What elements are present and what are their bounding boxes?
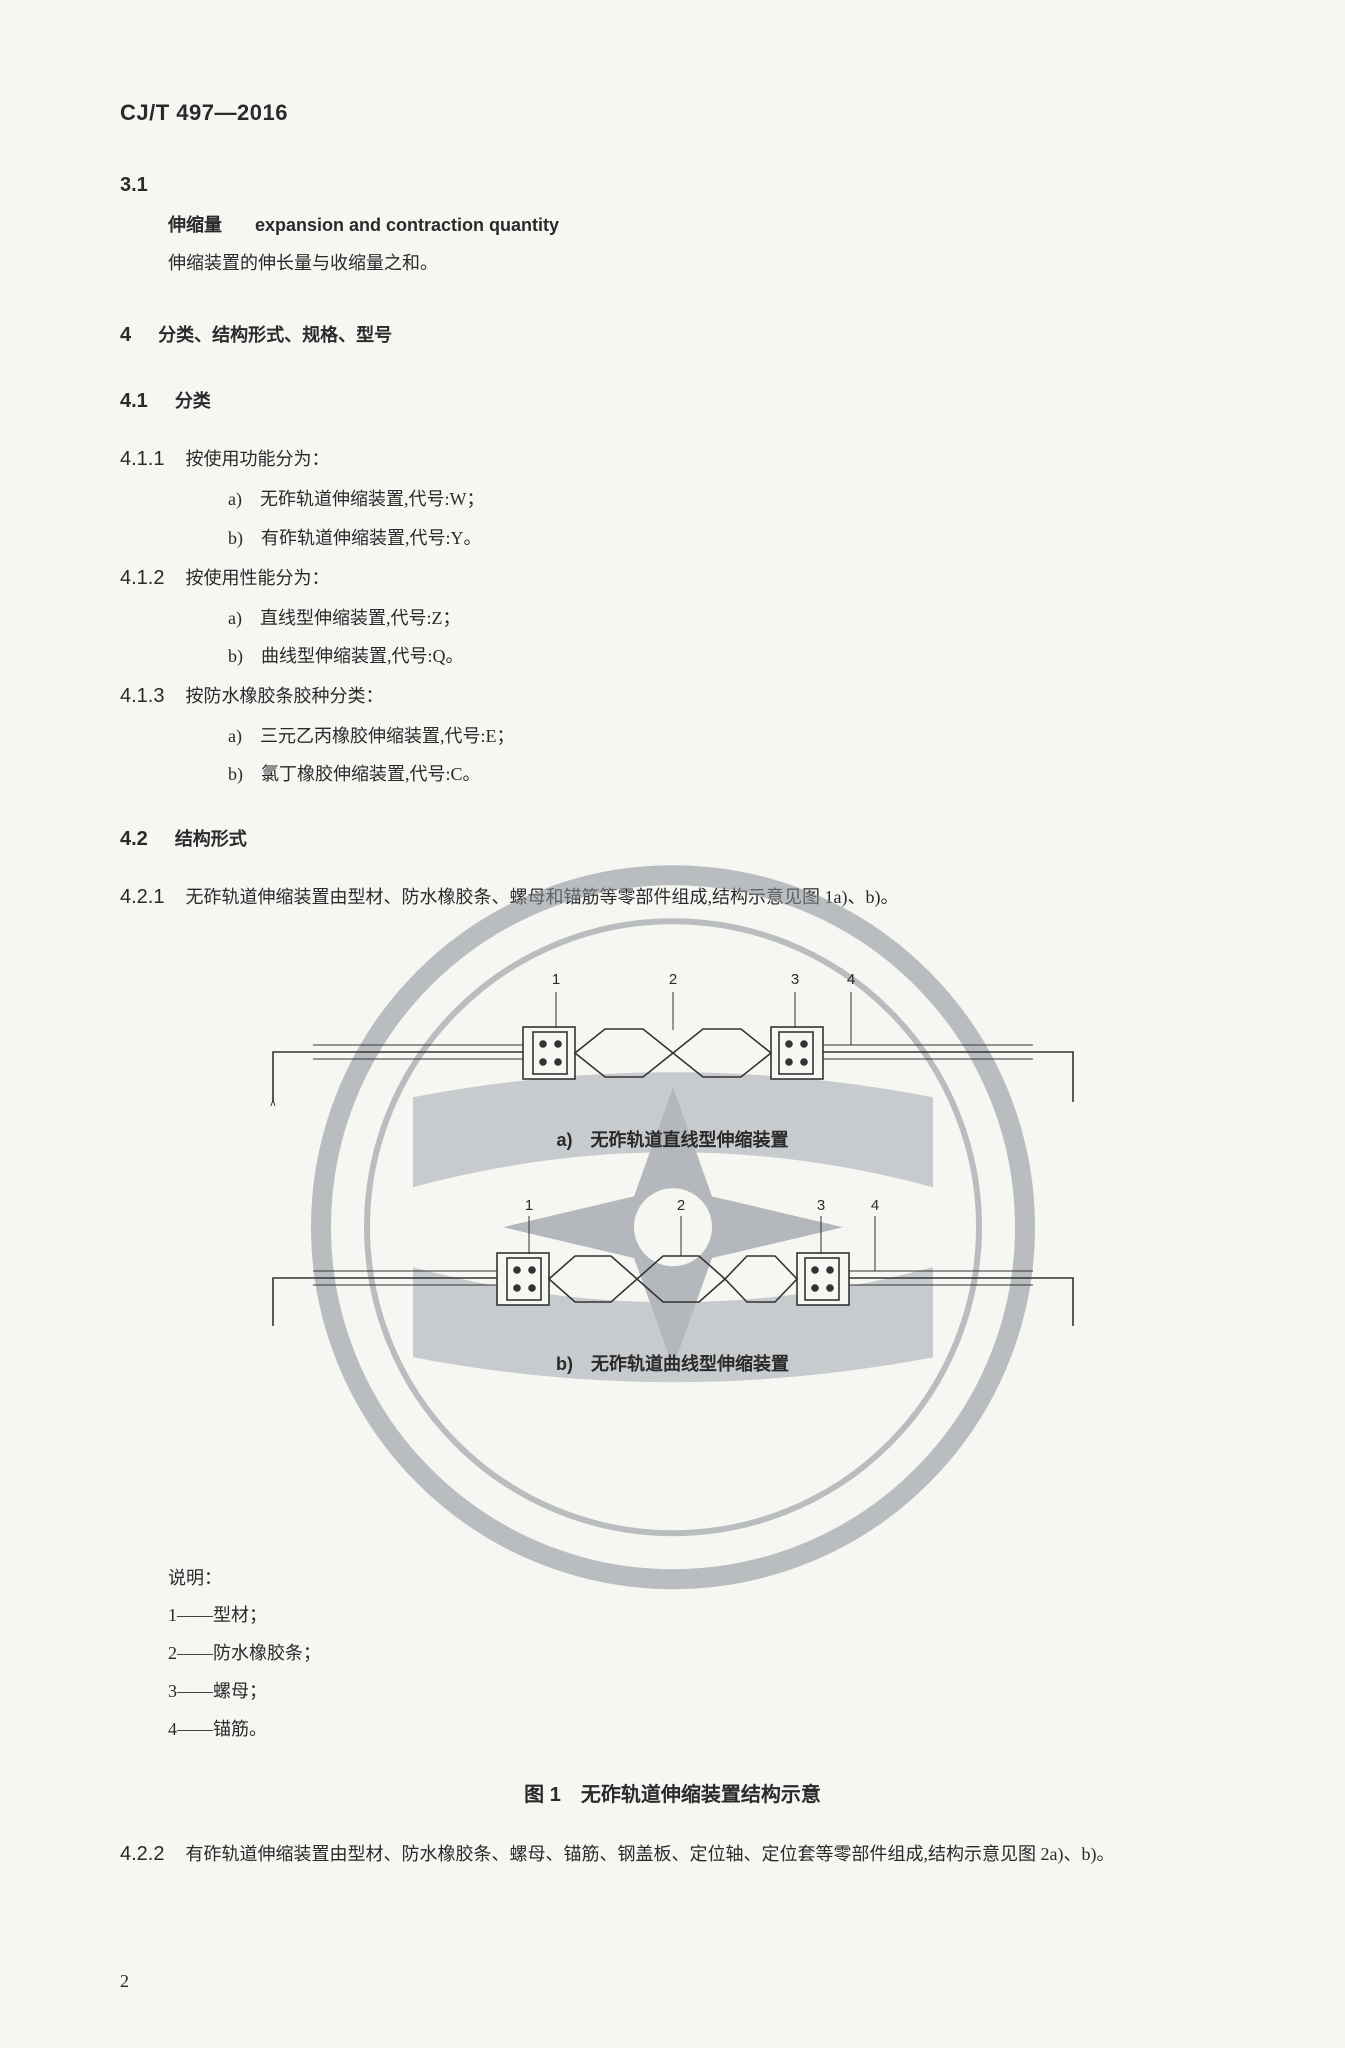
clause-4-1-2-b: b) 曲线型伸缩装置,代号:Q。 [120,639,1225,673]
clause-4-1-2-lead: 按使用性能分为： [185,568,329,588]
sec-4-num: 4 [120,324,131,346]
clause-4-2-2: 4.2.2 有砟轨道伸缩装置由型材、防水橡胶条、螺母、锚筋、钢盖板、定位轴、定位… [120,1835,1225,1873]
clause-4-1-1-lead: 按使用功能分为： [185,449,329,469]
clause-4-1-2: 4.1.2 按使用性能分为： [120,559,1225,597]
callout-a-3: 3 [790,971,798,988]
figure-1-title: 图 1 无砟轨道伸缩装置结构示意 [120,1778,1225,1807]
clause-4-1-1-num: 4.1.1 [120,448,164,470]
clause-4-1-3-num: 4.1.3 [120,685,164,707]
legend-2: 2——防水橡胶条； [168,1635,1225,1673]
clause-4-1-2-num: 4.1.2 [120,567,164,589]
callout-a-4: 4 [846,971,854,988]
clause-4-1-1-b: b) 有砟轨道伸缩装置,代号:Y。 [120,521,1225,555]
term-cn: 伸缩量 [168,215,222,235]
sec-4-1-title: 分类 [175,391,211,411]
term-def: 伸缩装置的伸长量与收缩量之和。 [120,246,1225,280]
sec-4-heading: 4 分类、结构形式、规格、型号 [120,316,1225,354]
figure-1-region: 1 2 3 4 a) 无砟轨道直线型伸缩装置 [120,932,1225,1552]
sec-4-2-heading: 4.2 结构形式 [120,820,1225,858]
legend-4: 4——锚筋。 [168,1711,1225,1749]
clause-4-1-3-b: b) 氯丁橡胶伸缩装置,代号:C。 [120,757,1225,791]
callout-b-3: 3 [816,1197,824,1214]
clause-4-2-2-text: 有砟轨道伸缩装置由型材、防水橡胶条、螺母、锚筋、钢盖板、定位轴、定位套等零部件组… [185,1844,1114,1864]
term-line: 伸缩量 expansion and contraction quantity [120,208,1225,242]
callout-a-2: 2 [668,971,676,988]
clause-3-1-num: 3.1 [120,166,1225,204]
clause-4-1-1-a: a) 无砟轨道伸缩装置,代号:W； [120,482,1225,516]
clause-4-1-3-a: a) 三元乙丙橡胶伸缩装置,代号:E； [120,719,1225,753]
clause-4-2-2-num: 4.2.2 [120,1843,164,1865]
sec-4-text: 分类、结构形式、规格、型号 [158,325,392,345]
clause-4-1-2-a: a) 直线型伸缩装置,代号:Z； [120,601,1225,635]
callout-b-1: 1 [524,1197,532,1214]
figure-1a-caption: a) 无砟轨道直线型伸缩装置 [120,1126,1225,1152]
page-number: 2 [120,1971,129,1992]
legend-3: 3——螺母； [168,1673,1225,1711]
clause-4-1-3: 4.1.3 按防水橡胶条胶种分类： [120,677,1225,715]
clause-4-1-3-lead: 按防水橡胶条胶种分类： [185,686,383,706]
sec-4-1-heading: 4.1 分类 [120,382,1225,420]
figure-1a-diagram: 1 2 3 4 [223,932,1123,1122]
callout-a-1: 1 [551,971,559,988]
legend-1: 1——型材； [168,1597,1225,1635]
callout-b-4: 4 [870,1197,878,1214]
sec-4-2-num: 4.2 [120,828,148,850]
clause-4-1-1: 4.1.1 按使用功能分为： [120,440,1225,478]
sec-4-2-title: 结构形式 [175,829,247,849]
standard-page: CJ/T 497—2016 3.1 伸缩量 expansion and cont… [0,0,1345,2048]
standard-id: CJ/T 497—2016 [120,100,1225,126]
term-en: expansion and contraction quantity [255,215,559,235]
clause-4-2-1-num: 4.2.1 [120,886,164,908]
sec-4-1-num: 4.1 [120,390,148,412]
figure-1b-caption: b) 无砟轨道曲线型伸缩装置 [120,1350,1225,1376]
callout-b-2: 2 [676,1197,684,1214]
figure-1b-diagram: 1 2 3 4 [223,1166,1123,1346]
